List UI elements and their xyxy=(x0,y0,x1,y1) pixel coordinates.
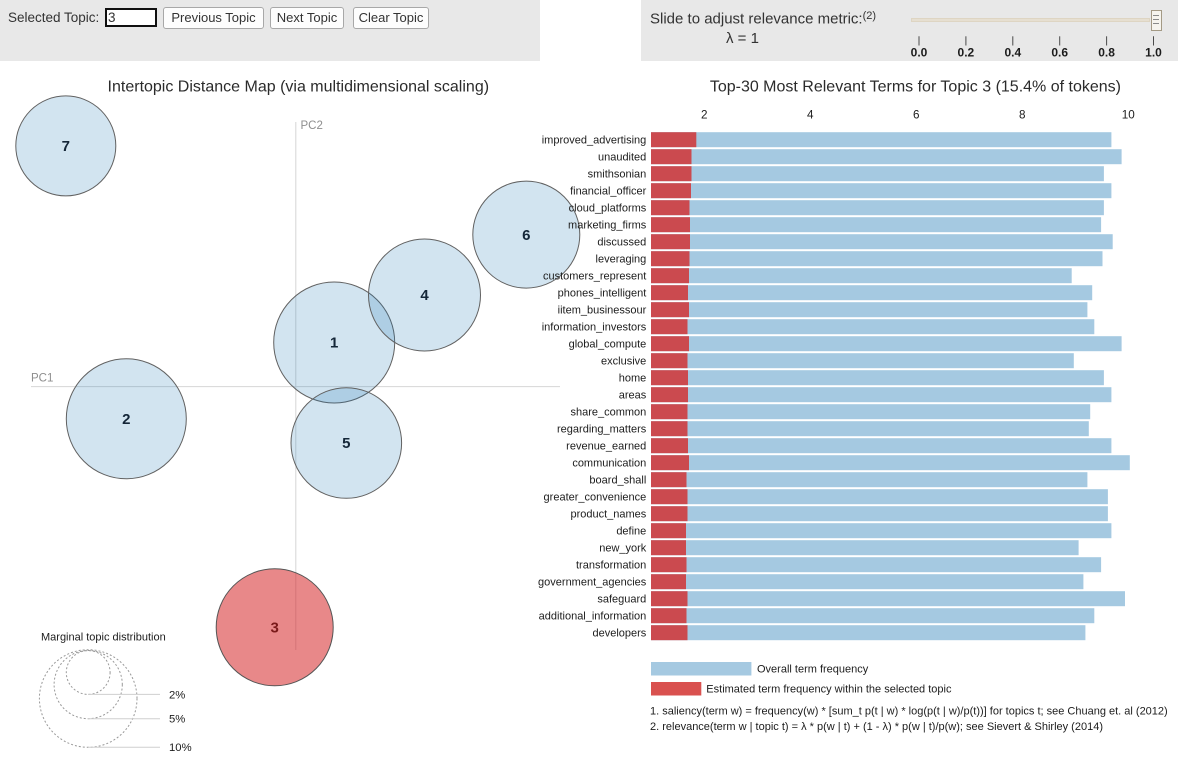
svg-text:1. saliency(term w) = frequenc: 1. saliency(term w) = frequency(w) * [su… xyxy=(650,706,1168,718)
svg-text:safeguard: safeguard xyxy=(597,594,646,606)
svg-text:Marginal topic distribution: Marginal topic distribution xyxy=(41,631,166,643)
svg-text:smithsonian: smithsonian xyxy=(588,169,647,181)
svg-text:global_compute: global_compute xyxy=(569,339,647,351)
svg-text:8: 8 xyxy=(1019,109,1026,122)
svg-text:2%: 2% xyxy=(169,689,185,701)
svg-text:transformation: transformation xyxy=(576,560,646,572)
svg-text:3: 3 xyxy=(271,620,279,637)
svg-text:communication: communication xyxy=(572,458,646,470)
svg-text:Top-30 Most Relevant Terms for: Top-30 Most Relevant Terms for Topic 3 (… xyxy=(710,79,1121,96)
svg-text:PC2: PC2 xyxy=(301,120,323,132)
svg-text:Estimated term frequency withi: Estimated term frequency within the sele… xyxy=(706,684,952,696)
svg-text:define: define xyxy=(616,526,646,538)
svg-text:10: 10 xyxy=(1122,109,1136,122)
svg-text:regarding_matters: regarding_matters xyxy=(557,424,647,436)
svg-text:4: 4 xyxy=(420,287,429,304)
svg-text:additional_information: additional_information xyxy=(539,611,647,623)
svg-text:6: 6 xyxy=(522,227,530,244)
svg-text:2: 2 xyxy=(122,411,130,428)
svg-text:leveraging: leveraging xyxy=(596,254,647,266)
svg-text:5: 5 xyxy=(342,435,350,452)
svg-text:exclusive: exclusive xyxy=(601,356,646,368)
svg-text:marketing_firms: marketing_firms xyxy=(568,220,647,232)
svg-text:7: 7 xyxy=(62,138,70,155)
svg-text:board_shall: board_shall xyxy=(589,475,646,487)
svg-text:phones_intelligent: phones_intelligent xyxy=(558,288,647,300)
svg-text:share_common: share_common xyxy=(570,407,646,419)
svg-text:revenue_earned: revenue_earned xyxy=(566,441,646,453)
svg-text:greater_convenience: greater_convenience xyxy=(544,492,647,504)
svg-text:customers_represent: customers_represent xyxy=(543,271,646,283)
svg-text:new_york: new_york xyxy=(599,543,647,555)
svg-text:6: 6 xyxy=(913,109,920,122)
svg-text:financial_officer: financial_officer xyxy=(570,186,647,198)
svg-text:government_agencies: government_agencies xyxy=(538,577,647,589)
svg-text:Intertopic Distance Map (via m: Intertopic Distance Map (via multidimens… xyxy=(108,79,490,96)
svg-text:information_investors: information_investors xyxy=(542,322,647,334)
svg-text:improved_advertising: improved_advertising xyxy=(542,135,647,147)
svg-text:PC1: PC1 xyxy=(31,373,53,385)
svg-text:unaudited: unaudited xyxy=(598,152,646,164)
svg-text:5%: 5% xyxy=(169,714,185,726)
svg-text:cloud_platforms: cloud_platforms xyxy=(569,203,647,215)
svg-text:discussed: discussed xyxy=(597,237,646,249)
svg-text:2. relevance(term w | topic t): 2. relevance(term w | topic t) = λ * p(w… xyxy=(650,721,1103,733)
svg-text:4: 4 xyxy=(807,109,814,122)
svg-text:developers: developers xyxy=(592,628,646,640)
svg-text:areas: areas xyxy=(619,390,647,402)
svg-text:2: 2 xyxy=(701,109,708,122)
svg-text:Overall term frequency: Overall term frequency xyxy=(757,663,869,675)
svg-text:iitem_businessour: iitem_businessour xyxy=(558,305,647,317)
svg-text:10%: 10% xyxy=(169,742,192,754)
svg-text:home: home xyxy=(619,373,647,385)
svg-text:product_names: product_names xyxy=(570,509,646,521)
svg-text:1: 1 xyxy=(330,335,338,352)
